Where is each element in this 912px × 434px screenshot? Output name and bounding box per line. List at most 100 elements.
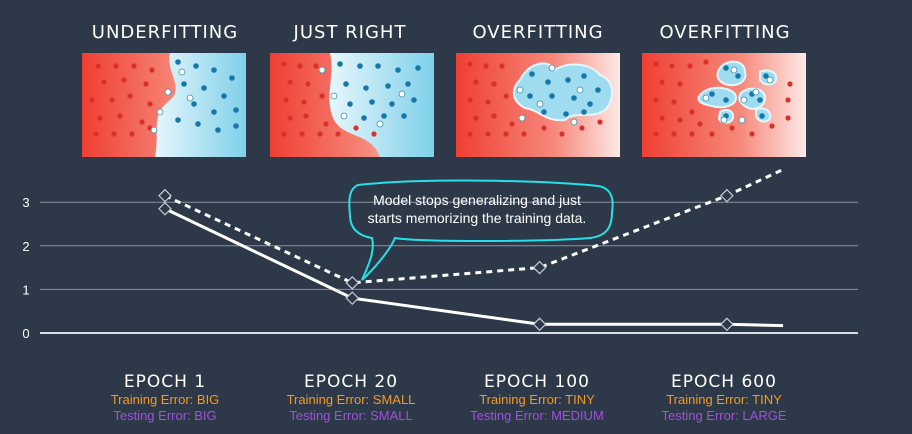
dot-blue xyxy=(195,121,201,127)
dot-outlier xyxy=(738,116,746,124)
dot-blue xyxy=(221,93,227,99)
dot-blue xyxy=(565,77,571,83)
dot-red xyxy=(503,131,509,137)
dot-red xyxy=(467,97,473,103)
dot-blue xyxy=(581,73,587,79)
dot-red xyxy=(147,101,153,107)
dot-outlier xyxy=(318,66,326,74)
dot-blue xyxy=(405,81,411,87)
dot-blue xyxy=(595,87,601,93)
dot-red xyxy=(317,131,323,137)
point-solid-2 xyxy=(532,317,547,332)
dot-blue xyxy=(347,101,353,107)
epoch-name: EPOCH 1 xyxy=(123,372,207,392)
dot-outlier xyxy=(752,88,760,96)
dot-blue xyxy=(193,63,199,69)
scatter-dots xyxy=(89,59,793,137)
dot-blue xyxy=(415,65,421,71)
dot-blue xyxy=(763,73,769,79)
dot-blue xyxy=(723,97,729,103)
dot-red xyxy=(785,97,791,103)
dot-blue xyxy=(571,95,577,101)
dot-blue xyxy=(363,85,369,91)
dot-blue xyxy=(709,91,715,97)
dot-red xyxy=(671,131,677,137)
dot-outlier xyxy=(340,112,348,120)
dot-red xyxy=(509,121,515,127)
dot-red xyxy=(335,131,341,137)
dot-blue xyxy=(723,65,729,71)
dot-blue xyxy=(549,93,555,99)
dot-outlier xyxy=(330,92,338,100)
dot-red xyxy=(149,67,155,73)
testing-error: Testing Error: BIG xyxy=(113,408,217,423)
dot-outlier xyxy=(570,118,578,126)
y-tick-1: 1 xyxy=(22,282,29,297)
dot-red xyxy=(491,113,497,119)
annotation-line-2: starts memorizing the training data. xyxy=(367,210,587,226)
training-error: Training Error: TINY xyxy=(666,392,782,407)
dot-red xyxy=(117,113,123,119)
epoch-name: EPOCH 20 xyxy=(303,372,399,392)
dot-red xyxy=(129,131,135,137)
dot-outlier xyxy=(164,88,172,96)
dot-blue xyxy=(175,59,181,65)
dot-blue xyxy=(527,93,533,99)
dot-red xyxy=(313,63,319,69)
dot-red xyxy=(305,81,311,87)
dot-red xyxy=(131,63,137,69)
dot-blue xyxy=(381,113,387,119)
testing-error: Testing Error: MEDIUM xyxy=(470,408,604,423)
dot-red xyxy=(127,93,133,99)
point-solid-3 xyxy=(720,317,734,332)
dot-blue xyxy=(563,111,569,117)
panel-overfitting-image-2 xyxy=(642,53,806,157)
dot-red xyxy=(113,63,119,69)
dot-red xyxy=(689,109,695,115)
dot-blue xyxy=(411,97,417,103)
dot-blue xyxy=(369,99,375,105)
dot-red xyxy=(483,63,489,69)
dot-blue xyxy=(175,117,181,123)
dot-red xyxy=(559,131,565,137)
dot-red xyxy=(579,125,585,131)
panel-title-overfitting-2: OVERFITTING xyxy=(659,22,791,43)
dot-red xyxy=(785,115,791,121)
dot-red xyxy=(121,77,127,83)
dot-red xyxy=(729,125,735,131)
training-error: Training Error: BIG xyxy=(110,392,220,407)
epoch-name: EPOCH 100 xyxy=(484,372,590,392)
testing-error: Testing Error: SMALL xyxy=(289,408,413,423)
point-dashed-2 xyxy=(532,260,547,275)
annotation-line-1: Model stops generalizing and just xyxy=(373,192,581,208)
dot-red xyxy=(287,79,293,85)
dot-blue xyxy=(211,109,217,115)
dot-red xyxy=(473,79,479,85)
epoch-name: EPOCH 600 xyxy=(671,372,777,392)
dot-red xyxy=(689,131,695,137)
dot-blue xyxy=(401,113,407,119)
dot-red xyxy=(653,97,659,103)
dot-red xyxy=(303,113,309,119)
dot-blue xyxy=(357,63,363,69)
y-tick-2: 2 xyxy=(22,239,29,254)
dot-red xyxy=(371,131,377,137)
dot-blue xyxy=(201,85,207,91)
dot-outlier xyxy=(576,86,584,94)
dot-red xyxy=(769,123,775,129)
epoch-label-600: EPOCH 600 Training Error: TINY Testing E… xyxy=(624,372,824,424)
epoch-label-100: EPOCH 100 Training Error: TINY Testing E… xyxy=(437,372,637,424)
dot-red xyxy=(301,99,307,105)
series-line-dashed xyxy=(164,168,784,285)
dot-red xyxy=(97,115,103,121)
dot-red xyxy=(669,63,675,69)
dot-outlier xyxy=(150,126,158,134)
dot-outlier xyxy=(156,108,164,116)
dot-red xyxy=(473,115,479,121)
dot-red xyxy=(281,61,287,67)
dot-blue xyxy=(361,115,367,121)
dot-red xyxy=(109,97,115,103)
dot-outlier xyxy=(730,66,738,74)
dot-outlier xyxy=(740,96,748,104)
dot-red xyxy=(687,63,693,69)
